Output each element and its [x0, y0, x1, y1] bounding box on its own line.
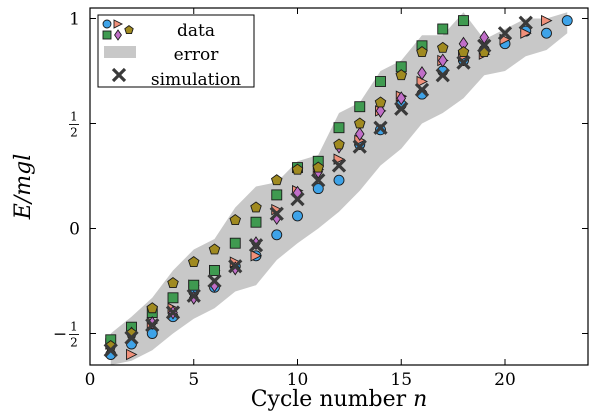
square-data-point: [250, 216, 262, 228]
triangle-data-point: [541, 14, 553, 27]
pentagon-data-point: [353, 117, 366, 129]
pentagon-data-point: [208, 243, 221, 255]
simulation-point: [228, 259, 243, 274]
simulation-point: [311, 173, 326, 188]
simulation-point: [165, 305, 181, 320]
circle-data-point: [561, 15, 573, 27]
error-band: [110, 12, 568, 365]
y-tick-label: 0: [69, 220, 80, 240]
simulation-point: [290, 191, 305, 207]
simulation-point: [394, 101, 409, 116]
simulation-point: [186, 288, 201, 303]
simulation-point: [207, 273, 222, 289]
legend-pentagon-icon: [124, 25, 134, 35]
diamond-data-point: [417, 66, 427, 81]
pentagon-data-point: [374, 96, 387, 108]
legend-square-icon: [102, 30, 112, 40]
square-data-point: [188, 279, 200, 291]
legend-circle-icon: [102, 19, 112, 29]
simulation-point: [373, 120, 388, 135]
legend-band-swatch: [104, 46, 136, 58]
square-data-point: [167, 292, 179, 304]
legend-diamond-icon: [114, 29, 122, 41]
simulation-markers-layer: [103, 15, 533, 358]
x-tick-label: 10: [287, 370, 309, 390]
simulation-point: [435, 68, 450, 83]
y-axis-label: E/mgl: [11, 154, 36, 220]
circle-data-point: [333, 174, 345, 186]
pentagon-data-point: [395, 69, 408, 81]
legend-label-simulation: simulation: [151, 70, 241, 90]
circle-data-point: [312, 183, 324, 195]
circle-data-point: [541, 27, 552, 39]
plot-frame: [89, 7, 589, 366]
diamond-data-point: [375, 103, 386, 118]
x-tick-label: 15: [390, 370, 412, 390]
triangle-data-point: [520, 27, 532, 39]
circle-data-point: [292, 210, 303, 222]
pentagon-data-point: [250, 201, 262, 213]
legend-label-data: data: [177, 21, 215, 41]
square-data-point: [458, 15, 469, 27]
pentagon-data-point: [167, 277, 179, 288]
simulation-point: [124, 330, 139, 345]
square-data-point: [209, 265, 220, 276]
pentagon-data-point: [436, 41, 449, 53]
square-data-point: [271, 189, 283, 201]
y-tick-label: −1 2: [53, 320, 79, 350]
legend-cross-icon: [111, 67, 127, 83]
simulation-point: [497, 26, 513, 41]
diamond-data-point: [437, 53, 448, 68]
simulation-point: [518, 15, 533, 30]
square-data-point: [229, 237, 241, 249]
svg-text:2: 2: [70, 336, 78, 350]
pentagon-data-point: [416, 46, 428, 57]
svg-text:1: 1: [70, 320, 78, 334]
square-data-point: [333, 122, 345, 134]
simulation-point: [145, 317, 160, 333]
diamond-data-point: [354, 126, 365, 142]
x-tick-label: 0: [85, 370, 96, 390]
simulation-point: [456, 55, 471, 70]
y-tick-label: 1: [69, 10, 80, 30]
pentagon-data-point: [146, 302, 159, 314]
triangle-data-point: [250, 250, 263, 262]
x-axis-label: Cycle number n: [251, 387, 428, 412]
x-tick-label: 20: [494, 370, 516, 390]
simulation-point: [331, 158, 347, 173]
diamond-data-point: [396, 91, 407, 106]
simulation-point: [352, 139, 367, 154]
simulation-point: [477, 38, 492, 53]
pentagon-data-point: [270, 174, 283, 186]
legend-data-markers: [102, 19, 134, 41]
simulation-point: [248, 238, 264, 253]
circle-data-point: [271, 229, 283, 241]
square-data-point: [354, 101, 366, 113]
pentagon-data-point: [291, 163, 304, 175]
square-data-point: [437, 23, 449, 35]
triangle-data-point: [126, 348, 138, 361]
simulation-point: [414, 82, 430, 98]
svg-text:2: 2: [70, 126, 78, 140]
square-data-point: [375, 76, 386, 87]
simulation-point: [103, 343, 118, 358]
legend: data error simulation: [97, 14, 255, 90]
pentagon-data-point: [312, 161, 325, 173]
legend-triangle-icon: [113, 19, 124, 29]
error-band-layer: [110, 12, 568, 365]
pentagon-data-point: [187, 256, 200, 267]
legend-label-error: error: [174, 45, 220, 65]
simulation-point: [269, 206, 284, 221]
pentagon-data-point: [333, 138, 345, 150]
pentagon-data-point: [457, 46, 470, 57]
y-tick-label: 12: [69, 110, 79, 140]
pentagon-data-point: [229, 214, 242, 225]
svg-text:1: 1: [70, 110, 78, 124]
x-tick-label: 5: [188, 370, 199, 390]
svg-text:−: −: [53, 325, 67, 345]
